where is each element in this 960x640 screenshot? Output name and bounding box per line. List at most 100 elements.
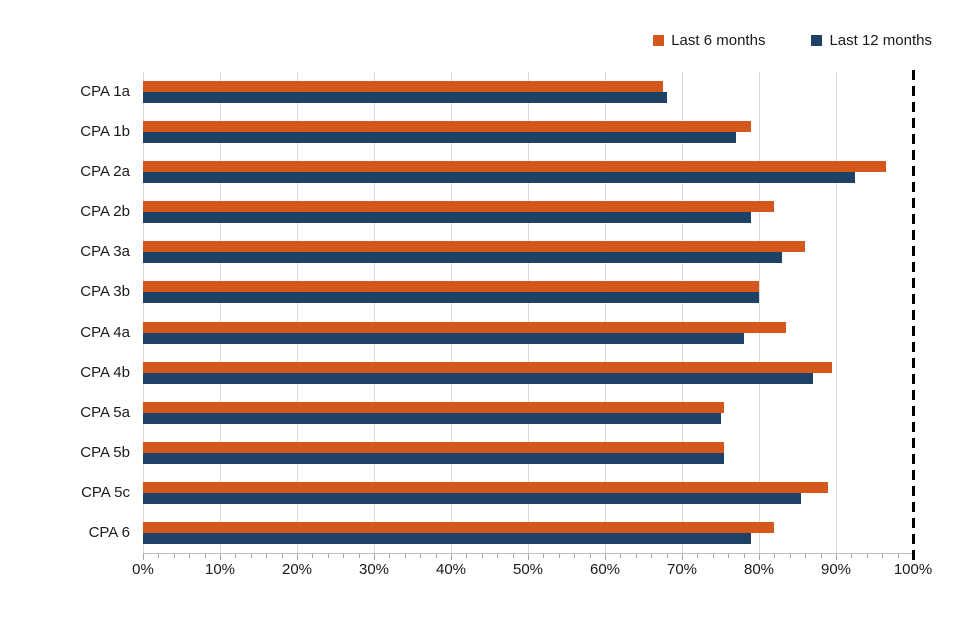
bar-last-12-months-cpa-5c xyxy=(143,492,802,504)
x-tick-52 xyxy=(543,554,545,558)
x-tick-24 xyxy=(327,554,329,558)
x-tick-58 xyxy=(589,554,591,558)
x-tick-label-10-percent: 10% xyxy=(204,561,236,578)
bar-last-6-months-cpa-5b xyxy=(143,441,725,453)
gridline-20 xyxy=(297,72,298,553)
gridline-10 xyxy=(220,72,221,553)
x-tick-50 xyxy=(528,554,529,560)
x-tick-78 xyxy=(743,554,745,558)
gridline-80 xyxy=(759,72,760,553)
x-tick-label-20-percent: 20% xyxy=(281,561,313,578)
category-label-cpa-2a: CPA 2a xyxy=(80,163,130,181)
bar-last-6-months-cpa-4a xyxy=(143,321,786,333)
bar-last-6-months-cpa-2a xyxy=(143,161,887,173)
x-tick-94 xyxy=(866,554,868,558)
bar-last-12-months-cpa-4a xyxy=(143,332,744,344)
bar-last-6-months-cpa-6 xyxy=(143,521,775,533)
x-tick-20 xyxy=(297,554,298,560)
category-label-cpa-3a: CPA 3a xyxy=(80,243,130,261)
x-tick-36 xyxy=(420,554,422,558)
x-tick-92 xyxy=(851,554,853,558)
x-tick-72 xyxy=(697,554,699,558)
x-tick-8 xyxy=(204,554,206,558)
category-label-cpa-4b: CPA 4b xyxy=(80,363,130,381)
x-tick-2 xyxy=(158,554,160,558)
category-axis-labels: CPA 1a CPA 1b CPA 2a CPA 2b CPA 3a CPA 3b CPA … xyxy=(0,72,130,553)
bar-last-12-months-cpa-6 xyxy=(143,532,752,544)
category-label-cpa-6: CPA 6 xyxy=(88,523,130,541)
x-tick-label-100-percent: 100% xyxy=(893,561,933,578)
gridline-0 xyxy=(143,72,144,553)
legend-label-last-6-months: Last 6 months xyxy=(671,32,766,49)
x-tick-0 xyxy=(143,554,144,560)
x-tick-label-90-percent: 90% xyxy=(820,561,852,578)
x-tick-84 xyxy=(789,554,791,558)
x-tick-46 xyxy=(497,554,499,558)
x-tick-56 xyxy=(574,554,576,558)
x-tick-88 xyxy=(820,554,822,558)
x-tick-26 xyxy=(343,554,345,558)
x-tick-62 xyxy=(620,554,622,558)
x-tick-42 xyxy=(466,554,468,558)
x-tick-74 xyxy=(712,554,714,558)
x-tick-86 xyxy=(805,554,807,558)
bar-last-6-months-cpa-4b xyxy=(143,361,833,373)
x-tick-16 xyxy=(266,554,268,558)
legend-item-last-6-months: Last 6 months xyxy=(653,32,765,49)
x-tick-38 xyxy=(435,554,437,558)
x-tick-18 xyxy=(281,554,283,558)
category-label-cpa-5a: CPA 5a xyxy=(80,403,130,421)
bar-last-6-months-cpa-3b xyxy=(143,281,759,293)
x-tick-32 xyxy=(389,554,391,558)
x-tick-64 xyxy=(635,554,637,558)
x-tick-34 xyxy=(404,554,406,558)
x-tick-label-50-percent: 50% xyxy=(512,561,544,578)
x-tick-10 xyxy=(220,554,221,560)
bar-last-12-months-cpa-1a xyxy=(143,92,667,104)
x-axis-line xyxy=(143,553,914,554)
x-tick-60 xyxy=(605,554,606,560)
legend: Last 6 months Last 12 months xyxy=(653,32,932,49)
gridline-90 xyxy=(836,72,837,553)
category-label-cpa-5c: CPA 5c xyxy=(81,483,130,501)
x-tick-label-60-percent: 60% xyxy=(589,561,621,578)
bar-last-6-months-cpa-5a xyxy=(143,401,725,413)
category-label-cpa-4a: CPA 4a xyxy=(80,323,130,341)
category-label-cpa-3b: CPA 3b xyxy=(80,283,130,301)
legend-label-last-12-months: Last 12 months xyxy=(829,32,932,49)
bar-last-6-months-cpa-3a xyxy=(143,241,806,253)
x-tick-82 xyxy=(774,554,776,558)
category-label-cpa-2b: CPA 2b xyxy=(80,203,130,221)
x-tick-70 xyxy=(682,554,683,560)
x-tick-54 xyxy=(558,554,560,558)
bar-last-12-months-cpa-2b xyxy=(143,212,752,224)
gridline-60 xyxy=(605,72,606,553)
x-tick-6 xyxy=(189,554,191,558)
x-tick-44 xyxy=(481,554,483,558)
legend-swatch-last-6-months-icon xyxy=(653,35,665,46)
x-tick-label-70-percent: 70% xyxy=(666,561,698,578)
bar-last-6-months-cpa-1b xyxy=(143,121,752,133)
reference-line-100-percent xyxy=(911,70,915,553)
gridline-30 xyxy=(374,72,375,553)
bar-last-12-months-cpa-3b xyxy=(143,292,759,304)
bar-last-6-months-cpa-2b xyxy=(143,201,775,213)
bar-last-12-months-cpa-5b xyxy=(143,452,725,464)
plot-area xyxy=(143,70,915,553)
x-tick-label-80-percent: 80% xyxy=(743,561,775,578)
x-tick-76 xyxy=(728,554,730,558)
x-tick-28 xyxy=(358,554,360,558)
category-label-cpa-1a: CPA 1a xyxy=(80,83,130,101)
bar-last-12-months-cpa-3a xyxy=(143,252,783,264)
x-tick-40 xyxy=(451,554,452,560)
x-tick-12 xyxy=(235,554,237,558)
x-tick-14 xyxy=(250,554,252,558)
bar-last-6-months-cpa-5c xyxy=(143,481,829,493)
legend-item-last-12-months: Last 12 months xyxy=(811,32,932,49)
x-tick-80 xyxy=(759,554,760,560)
x-tick-48 xyxy=(512,554,514,558)
gridline-70 xyxy=(682,72,683,553)
x-tick-68 xyxy=(666,554,668,558)
x-tick-label-0-percent: 0% xyxy=(132,561,154,578)
legend-swatch-last-12-months-icon xyxy=(811,35,823,46)
